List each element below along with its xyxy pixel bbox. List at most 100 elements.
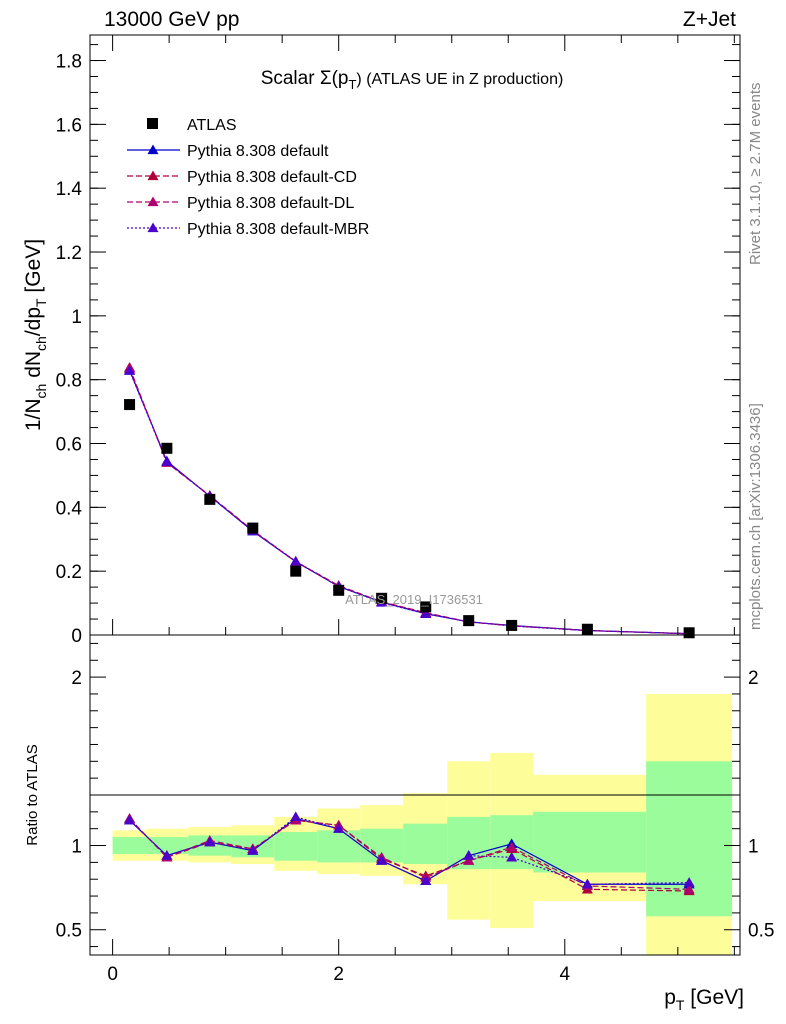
legend: ATLAS Pythia 8.308 default Pythia 8.308 de…: [127, 117, 369, 238]
y-tick-label: 1.2: [56, 243, 82, 264]
legend-marker: [147, 222, 159, 233]
y-tick-label: 1.6: [56, 115, 82, 136]
y-tick-label: 1: [71, 307, 82, 328]
ratio-y-tick-label: 2: [71, 668, 82, 689]
legend-marker: [147, 170, 159, 181]
main-title-rest: ) (ATLAS UE in Z production): [356, 71, 563, 88]
inner-uncertainty-band: [274, 832, 318, 861]
inner-uncertainty-band: [533, 811, 647, 873]
legend-marker: [147, 118, 158, 129]
ratio-series-marker: [506, 841, 518, 852]
main-axes: 0 0.2 0.4 0.6 0.8 1 1.2 1.4 1.6 1.8: [56, 35, 740, 647]
ratio-panel: 0.5 0.5 1 1 2 2 0 2 4 Ratio to ATLAS pT [GeV]: [24, 634, 774, 1013]
y-tick-label: 0.8: [56, 371, 82, 392]
y-tick-label: 0.2: [56, 562, 82, 583]
data-point: [161, 442, 173, 454]
y-tick-label: 0.4: [56, 498, 83, 519]
main-y-label: 1/Nch dNch/dpT [GeV]: [22, 239, 49, 431]
data-point: [683, 627, 695, 639]
data-point: [506, 619, 518, 631]
legend-label: Pythia 8.308 default-CD: [187, 169, 357, 186]
data-point: [463, 615, 475, 627]
series-line: [129, 370, 690, 635]
analysis-watermark: ATLAS_2019_I1736531: [345, 592, 483, 607]
ylabel-part-1: 1/N: [22, 398, 45, 431]
legend-marker: [147, 144, 159, 155]
ratio-series-marker: [463, 850, 475, 860]
ylabel-part-4: ch: [33, 336, 49, 351]
ratio-series-marker: [204, 836, 216, 847]
ratio-series-marker: [333, 823, 345, 833]
ylabel-part-5: /dp: [22, 307, 45, 336]
inner-uncertainty-band: [146, 837, 189, 854]
x-tick-label: 0: [107, 964, 118, 985]
data-point: [247, 522, 259, 534]
legend-label: Pythia 8.308 default: [187, 143, 329, 160]
ratio-series-marker: [247, 845, 259, 855]
inner-uncertainty-band: [317, 830, 361, 863]
ylabel-part-7: [GeV]: [22, 239, 45, 299]
x-axis-label: pT [GeV]: [664, 986, 744, 1013]
ratio-series-marker: [420, 875, 432, 886]
ratio-series-marker: [683, 883, 695, 894]
ratio-series-marker: [376, 855, 388, 865]
xlabel-sub: T: [676, 997, 685, 1013]
series-marker: [161, 456, 173, 466]
series-marker: [420, 608, 432, 619]
ylabel-part-6: T: [33, 298, 49, 307]
legend-label: ATLAS: [187, 117, 237, 134]
header-right: Z+Jet: [683, 8, 736, 31]
main-title: Scalar Σ(pT) (ATLAS UE in Z production): [261, 68, 564, 92]
uncertainty-bands: [112, 693, 733, 955]
x-tick-label: 4: [559, 964, 570, 985]
ratio-y-tick-label: 1: [71, 837, 82, 858]
legend-label: Pythia 8.308 default-MBR: [187, 221, 369, 238]
xlabel-main: p: [664, 986, 676, 1009]
header-left: 13000 GeV pp: [104, 8, 239, 31]
data-point: [333, 584, 345, 596]
inner-uncertainty-band: [403, 823, 448, 865]
rivet-label: Rivet 3.1.10, ≥ 2.7M events: [747, 83, 764, 266]
series-marker: [290, 555, 302, 566]
y-tick-label: 0: [71, 626, 82, 647]
legend-label: Pythia 8.308 default-DL: [187, 195, 354, 212]
ratio-series-marker: [683, 877, 695, 887]
main-title-main: Scalar Σ(p: [261, 68, 349, 89]
data-point: [420, 601, 432, 613]
ratio-y-tick-label: 0.5: [56, 921, 82, 942]
ratio-series-marker: [290, 811, 302, 822]
y-tick-label: 0.6: [56, 435, 82, 456]
mcplots-label: mcplots.cern.ch [arXiv:1306.3436]: [747, 403, 764, 630]
ylabel-part-2: ch: [33, 384, 49, 399]
x-tick-label: 2: [333, 964, 344, 985]
data-point: [204, 493, 216, 505]
series-marker: [124, 365, 136, 375]
ratio-axes: 0.5 0.5 1 1 2 2 0 2 4: [56, 642, 774, 985]
data-markers: [124, 399, 695, 639]
data-point: [290, 565, 302, 577]
ratio-y-label: Ratio to ATLAS: [24, 744, 41, 845]
data-point: [124, 399, 136, 411]
main-panel: 00.20.40.60.811.21.41.61.8 Scalar Σ(pT) …: [22, 34, 741, 647]
data-point: [376, 592, 388, 604]
ratio-curves: [124, 811, 695, 896]
ratio-series-marker: [581, 878, 593, 889]
y-tick-label: 1.4: [56, 179, 83, 200]
ratio-series-marker: [506, 851, 518, 862]
ratio-y-tick-label-right: 0.5: [748, 921, 774, 942]
xlabel-rest: [GeV]: [684, 986, 744, 1009]
inner-uncertainty-band: [112, 837, 147, 854]
ratio-frame: [89, 634, 741, 956]
ratio-series-line: [129, 816, 690, 885]
legend-marker: [147, 196, 159, 207]
ratio-series-marker: [161, 850, 173, 860]
ratio-series-marker: [463, 855, 475, 865]
ratio-series-line: [129, 818, 690, 890]
y-tick-label: 1.8: [56, 52, 82, 73]
ylabel-part-3: dN: [22, 351, 45, 384]
main-title-sub: T: [348, 77, 356, 92]
ratio-y-tick-label-right: 1: [748, 837, 759, 858]
ratio-series-marker: [124, 814, 136, 825]
data-point: [581, 623, 593, 635]
